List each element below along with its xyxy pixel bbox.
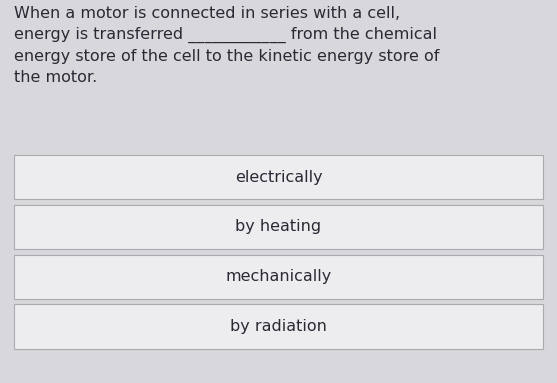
Text: electrically: electrically xyxy=(234,170,323,185)
Bar xyxy=(14,155,543,199)
Text: by radiation: by radiation xyxy=(230,319,327,334)
Bar xyxy=(14,304,543,349)
Bar xyxy=(14,255,543,299)
Bar xyxy=(14,205,543,249)
Text: mechanically: mechanically xyxy=(226,269,331,284)
Text: by heating: by heating xyxy=(236,219,321,234)
Text: When a motor is connected in series with a cell,
energy is transferred _________: When a motor is connected in series with… xyxy=(14,6,439,85)
